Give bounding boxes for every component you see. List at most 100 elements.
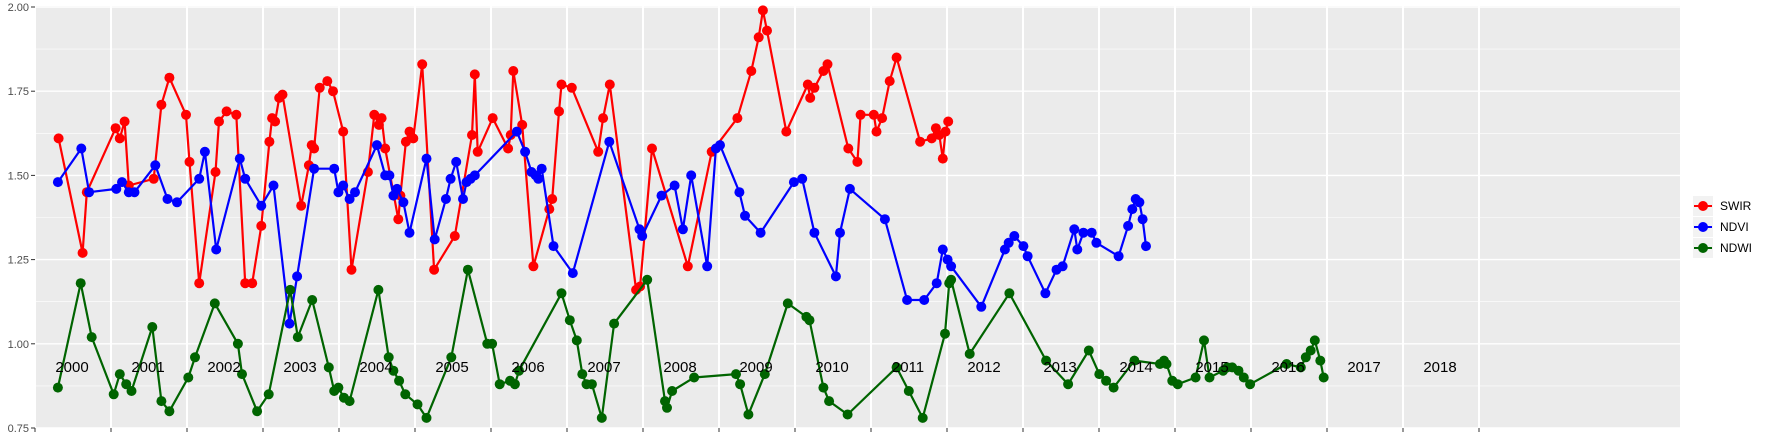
- data-point: [511, 126, 522, 137]
- y-tick-label: 2.00: [8, 2, 29, 14]
- data-point: [1018, 241, 1029, 252]
- data-point: [114, 369, 125, 380]
- data-point: [517, 119, 528, 130]
- data-point: [1063, 379, 1074, 390]
- year-label: 2007: [587, 359, 620, 376]
- year-label: 2010: [815, 359, 848, 376]
- data-point: [1295, 362, 1306, 373]
- data-point: [392, 183, 402, 194]
- year-label: 2004: [359, 359, 392, 376]
- data-point: [1009, 231, 1020, 241]
- data-point: [1041, 355, 1052, 366]
- data-point: [759, 369, 770, 380]
- data-point: [964, 348, 975, 359]
- axis-layer: 0.75 1.00 1.25 1.50 1.75 2.00: [8, 2, 1480, 435]
- data-point: [804, 315, 815, 326]
- data-point: [1129, 355, 1140, 366]
- data-point: [642, 274, 653, 285]
- data-point: [322, 76, 333, 87]
- data-point: [1315, 355, 1326, 366]
- data-point: [194, 278, 205, 289]
- data-point: [398, 197, 409, 208]
- data-point: [338, 180, 349, 191]
- data-point: [1233, 365, 1244, 376]
- data-point: [256, 200, 267, 211]
- data-point: [852, 156, 863, 167]
- data-point: [877, 113, 888, 124]
- data-point: [596, 412, 607, 423]
- data-point: [871, 126, 882, 137]
- legend-item: NDVI: [1693, 217, 1749, 237]
- data-point: [84, 187, 95, 198]
- data-point: [164, 72, 175, 83]
- data-point: [449, 231, 460, 241]
- legend-marker: [1698, 222, 1708, 232]
- y-tick-label: 1.25: [8, 255, 29, 267]
- data-point: [843, 143, 854, 154]
- data-point: [126, 386, 137, 396]
- data-point: [647, 143, 657, 154]
- data-point: [53, 133, 64, 144]
- data-point: [844, 183, 855, 194]
- data-point: [270, 116, 281, 127]
- data-point: [307, 295, 318, 305]
- legend-label: NDWI: [1720, 241, 1752, 255]
- data-point: [119, 116, 130, 127]
- year-label: 2001: [131, 359, 164, 376]
- data-point: [548, 241, 559, 252]
- data-point: [77, 247, 88, 258]
- data-point: [1072, 244, 1083, 255]
- year-label: 2009: [739, 359, 772, 376]
- data-point: [384, 170, 395, 181]
- data-point: [830, 271, 841, 282]
- data-point: [1003, 237, 1014, 248]
- data-point: [114, 133, 125, 144]
- data-point: [818, 382, 829, 393]
- data-point: [421, 153, 432, 164]
- data-point: [667, 386, 678, 396]
- data-point: [350, 187, 360, 198]
- data-point: [734, 187, 745, 198]
- data-point: [715, 140, 725, 151]
- data-point: [467, 130, 477, 140]
- data-point: [329, 163, 340, 174]
- data-point: [571, 335, 582, 346]
- data-point: [380, 143, 391, 154]
- data-point: [976, 301, 987, 312]
- data-point: [162, 194, 173, 204]
- data-point: [1137, 214, 1148, 225]
- data-point: [268, 180, 279, 191]
- data-point: [677, 224, 688, 235]
- data-point: [156, 99, 167, 110]
- data-point: [1305, 345, 1316, 356]
- series-swir: [53, 5, 954, 295]
- data-point: [662, 402, 672, 413]
- data-point: [292, 332, 303, 343]
- data-point: [788, 177, 799, 188]
- data-point: [404, 227, 415, 238]
- data-point: [373, 284, 384, 295]
- data-point: [421, 412, 432, 423]
- data-point: [598, 113, 609, 124]
- data-point: [903, 386, 914, 396]
- data-point: [108, 389, 119, 400]
- data-point: [264, 136, 275, 147]
- data-point: [508, 66, 519, 76]
- data-point: [1204, 372, 1215, 383]
- data-point: [915, 136, 926, 147]
- data-point: [156, 396, 167, 407]
- data-point: [940, 126, 951, 137]
- data-point: [902, 295, 913, 305]
- data-point: [181, 109, 191, 120]
- data-point: [746, 66, 757, 76]
- data-point: [1040, 288, 1051, 299]
- data-point: [469, 170, 480, 181]
- data-point: [408, 133, 419, 144]
- panel-background: [35, 6, 1680, 428]
- data-point: [458, 194, 468, 204]
- data-point: [809, 82, 820, 93]
- data-point: [753, 32, 764, 43]
- data-point: [221, 106, 232, 117]
- data-point: [277, 89, 288, 100]
